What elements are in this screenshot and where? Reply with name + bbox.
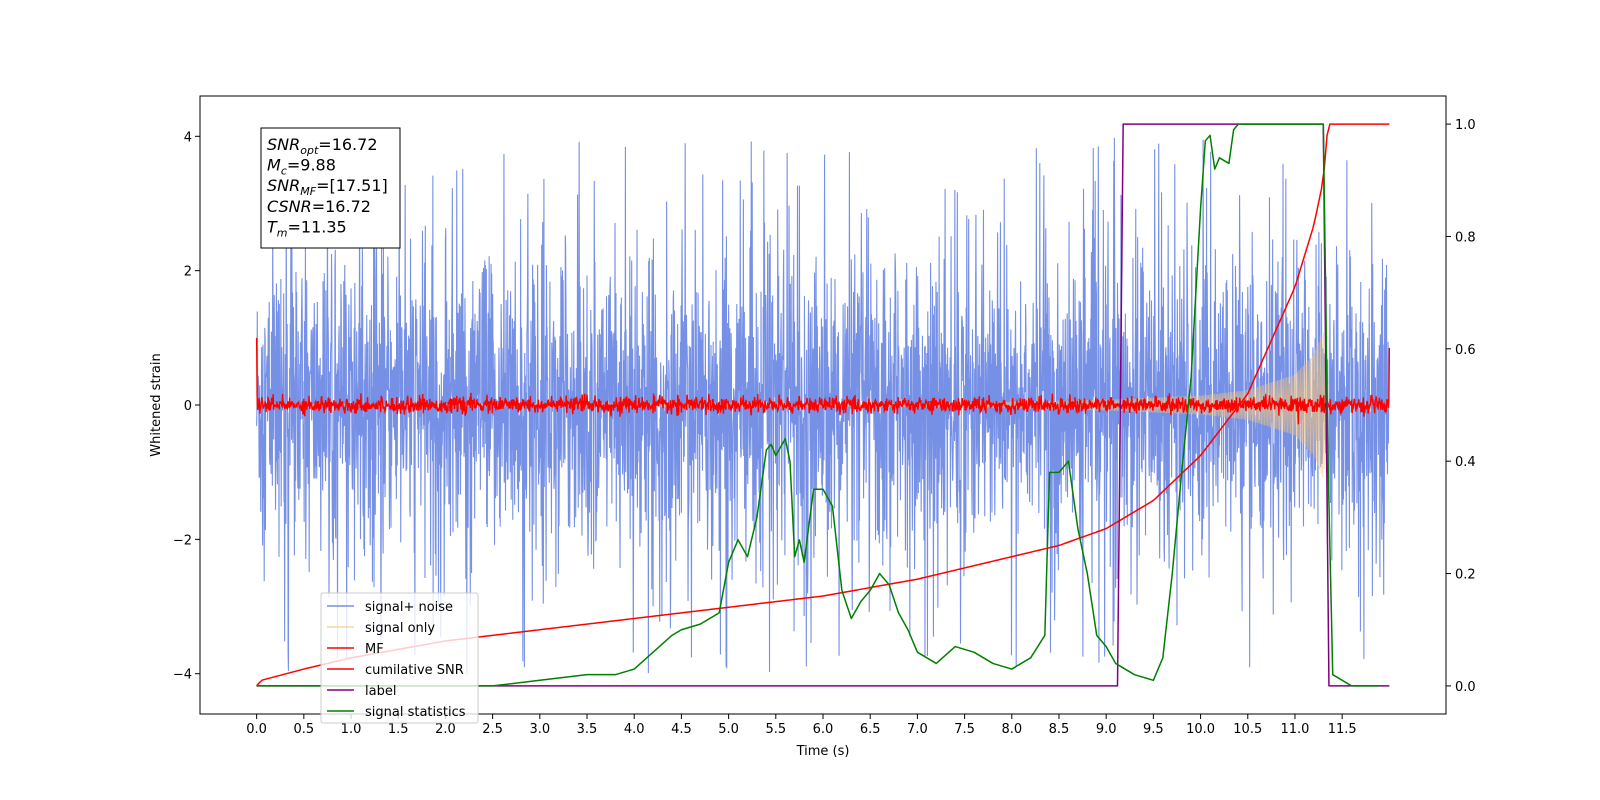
x-tick-label: 1.5 (388, 722, 409, 737)
x-axis-label: Time (s) (796, 744, 850, 759)
x-tick-label: 11.0 (1280, 722, 1309, 737)
series-signal-statistics (256, 123, 1380, 687)
x-tick-label: 2.5 (482, 722, 503, 737)
y-left-tick-label: 0 (184, 399, 192, 414)
y-axis-left: −4 −2 0 2 4 (173, 130, 200, 683)
x-tick-label: 5.5 (765, 722, 786, 737)
x-tick-label: 10.5 (1233, 722, 1262, 737)
x-tick-label: 11.5 (1328, 722, 1357, 737)
y-axis-right: 0.0 0.2 0.4 0.6 0.8 1.0 (1446, 118, 1476, 695)
y-right-tick-label: 0.6 (1455, 343, 1476, 358)
x-tick-label: 6.0 (813, 722, 834, 737)
x-tick-label: 7.0 (907, 722, 928, 737)
x-tick-label: 6.5 (860, 722, 881, 737)
x-tick-label: 3.5 (577, 722, 598, 737)
x-tick-label: 10.0 (1186, 722, 1215, 737)
y-axis-left-label: Whitened strain (149, 353, 164, 456)
legend: signal+ noise signal only MF cumilative SNR… (320, 592, 479, 724)
y-right-tick-label: 0.2 (1455, 568, 1476, 583)
legend-label: MF (365, 642, 384, 657)
annotation-line: CSNR=16.72 (267, 197, 371, 216)
x-tick-label: 8.0 (1001, 722, 1022, 737)
y-left-tick-label: 2 (184, 265, 192, 280)
annotation-line: SNRopt=16.72 (267, 135, 378, 157)
series-mf (255, 337, 1391, 425)
legend-frame (320, 592, 479, 724)
legend-label: signal+ noise (365, 600, 453, 615)
stats-annotation-box: SNRopt=16.72Mc=9.88SNRMF=[17.51]CSNR=16.… (260, 127, 401, 249)
x-tick-label: 9.0 (1096, 722, 1117, 737)
x-tick-label: 5.0 (718, 722, 739, 737)
annotation-line: SNRMF=[17.51] (267, 176, 388, 198)
x-tick-label: 0.5 (293, 722, 314, 737)
x-tick-label: 9.5 (1143, 722, 1164, 737)
y-right-tick-label: 0.8 (1455, 230, 1476, 245)
series-label (256, 123, 1390, 687)
y-right-tick-label: 0.4 (1455, 455, 1476, 470)
x-tick-label: 3.0 (529, 722, 550, 737)
x-tick-label: 1.0 (341, 722, 362, 737)
legend-label: label (365, 684, 396, 699)
y-right-tick-label: 1.0 (1455, 118, 1476, 133)
x-tick-label: 8.5 (1049, 722, 1070, 737)
x-tick-label: 4.5 (671, 722, 692, 737)
x-tick-label: 4.0 (624, 722, 645, 737)
y-right-tick-label: 0.0 (1455, 680, 1476, 695)
y-left-tick-label: −2 (173, 533, 192, 548)
annotation-box-frame (260, 127, 401, 249)
x-tick-label: 0.0 (246, 722, 267, 737)
legend-label: signal only (365, 621, 435, 636)
annotation-line: Tm=11.35 (267, 217, 347, 239)
legend-label: signal statistics (365, 705, 466, 720)
legend-label: cumilative SNR (365, 663, 464, 678)
y-left-tick-label: −4 (173, 668, 192, 683)
x-tick-label: 2.0 (435, 722, 456, 737)
annotation-line: Mc=9.88 (267, 156, 336, 178)
x-tick-label: 7.5 (954, 722, 975, 737)
x-axis: 0.0 0.5 1.0 1.5 2.0 2.5 3.0 3.5 4.0 4.5 5.0 5.5 6.0 6… (246, 714, 1357, 737)
y-left-tick-label: 4 (184, 130, 192, 145)
